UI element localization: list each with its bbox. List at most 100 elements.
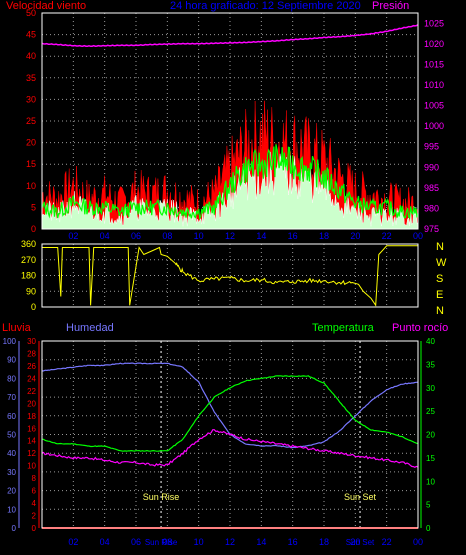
wind-speed-area — [41, 151, 419, 230]
graph-date-title: 24 hora graficado: 12 Septiembre 2020 — [170, 0, 361, 12]
temperature-tick-label: 35 — [426, 360, 435, 369]
y-right-tick-label: 1020 — [424, 39, 444, 49]
x-tick-label: 00 — [413, 231, 423, 241]
x-tick-label: 14 — [256, 537, 266, 547]
pressure-line — [41, 24, 419, 48]
y-right-tick-label: 995 — [424, 142, 439, 152]
rain-tick-label: 22 — [27, 387, 36, 396]
humidity-line — [41, 362, 419, 449]
temperature-title: Temperatura — [312, 322, 375, 334]
y-right-tick-label: 975 — [424, 224, 439, 234]
rain-tick-label: 30 — [27, 337, 36, 346]
y-left-tick-label: 50 — [26, 8, 36, 18]
y-left-tick-label: 0 — [31, 224, 36, 234]
rain-tick-label: 28 — [27, 349, 36, 358]
y-left-tick-label: 10 — [26, 181, 36, 191]
wind-pressure-panel: 0510152025303540455097598098599099510001… — [26, 8, 444, 241]
rain-tick-label: 20 — [27, 399, 36, 408]
y-left-tick-label: 35 — [26, 73, 36, 83]
x-tick-label: 02 — [68, 537, 78, 547]
rain-tick-label: 14 — [27, 437, 36, 446]
y-right-tick-label: 1005 — [424, 101, 444, 111]
x-tick-label: 06 — [131, 231, 141, 241]
rain-title: Lluvia — [2, 322, 32, 334]
x-tick-label: 02 — [68, 231, 78, 241]
dewpoint-line — [41, 429, 419, 468]
x-tick-label: 22 — [382, 537, 392, 547]
x-tick-label: 18 — [319, 231, 329, 241]
temperature-tick-label: 40 — [426, 337, 435, 346]
rain-tick-label: 6 — [32, 487, 37, 496]
sunset-tick-label: Sun Set — [346, 538, 375, 547]
sunset-label: Sun Set — [344, 492, 377, 502]
temperature-tick-label: 20 — [426, 431, 435, 440]
sunrise-tick-label: Sun Rise — [145, 538, 178, 547]
x-tick-label: 08 — [162, 231, 172, 241]
x-tick-label: 10 — [194, 231, 204, 241]
wind-speed-title: Velocidad viento — [6, 0, 86, 12]
rain-tick-label: 4 — [32, 499, 37, 508]
temperature-tick-label: 10 — [426, 477, 435, 486]
direction-letter-e: E — [436, 289, 443, 301]
x-tick-label: 08 — [162, 537, 172, 547]
y-left-tick-label: 15 — [26, 159, 36, 169]
y-left-tick-label: 45 — [26, 30, 36, 40]
humidity-panel-frame — [41, 340, 419, 529]
rain-tick-label: 8 — [32, 474, 37, 483]
temperature-tick-label: 15 — [426, 454, 435, 463]
y-left-tick-label: 30 — [26, 94, 36, 104]
y-left-tick-label: 5 — [31, 202, 36, 212]
wind-direction-line — [42, 245, 418, 307]
sunrise-label: Sun Rise — [143, 492, 180, 502]
humidity-tick-label: 0 — [12, 524, 17, 533]
x-tick-label: 12 — [225, 231, 235, 241]
direction-tick-label: 360 — [21, 239, 36, 249]
rain-tick-label: 12 — [27, 449, 36, 458]
y-right-tick-label: 1000 — [424, 121, 444, 131]
temperature-tick-label: 25 — [426, 407, 435, 416]
temperature-line — [41, 375, 419, 452]
x-tick-label: 00 — [413, 537, 423, 547]
y-right-tick-label: 985 — [424, 183, 439, 193]
wind-direction-panel: 360 270 180 90 0 — [21, 239, 419, 312]
x-tick-label: 12 — [225, 537, 235, 547]
x-tick-label: 22 — [382, 231, 392, 241]
dewpoint-title: Punto rocío — [392, 322, 448, 334]
direction-tick-label: 90 — [26, 286, 36, 296]
temperature-tick-label: 0 — [426, 524, 431, 533]
pressure-title: Presión — [372, 0, 409, 12]
x-tick-label: 20 — [350, 231, 360, 241]
wind-panel-frame — [41, 12, 419, 230]
humidity-tick-label: 10 — [7, 505, 16, 514]
y-right-tick-label: 1015 — [424, 59, 444, 69]
x-tick-label: 16 — [288, 231, 298, 241]
x-tick-label: 04 — [100, 537, 110, 547]
direction-letter-w: W — [436, 257, 447, 269]
rain-tick-label: 18 — [27, 412, 36, 421]
direction-panel-frame — [41, 243, 419, 308]
direction-letter-n-top: N — [436, 241, 444, 253]
x-tick-label: 18 — [319, 537, 329, 547]
x-tick-label: 04 — [100, 231, 110, 241]
humidity-tick-label: 100 — [3, 337, 17, 346]
rain-tick-label: 10 — [27, 462, 36, 471]
humidity-tick-label: 80 — [7, 374, 16, 383]
humidity-title: Humedad — [66, 322, 114, 334]
direction-tick-label: 180 — [21, 271, 36, 281]
humidity-temperature-panel: 0102030405060708090100024681012141618202… — [3, 337, 436, 547]
x-tick-label: 20 — [350, 537, 360, 547]
y-left-tick-label: 20 — [26, 138, 36, 148]
x-tick-label: 10 — [194, 537, 204, 547]
y-right-tick-label: 980 — [424, 203, 439, 213]
rain-tick-label: 26 — [27, 362, 36, 371]
y-left-tick-label: 25 — [26, 116, 36, 126]
x-tick-label: 14 — [256, 231, 266, 241]
y-right-tick-label: 1025 — [424, 18, 444, 28]
direction-letter-n-bottom: N — [436, 305, 444, 317]
rain-tick-label: 0 — [32, 524, 37, 533]
humidity-tick-label: 50 — [7, 431, 16, 440]
direction-tick-label: 270 — [21, 255, 36, 265]
humidity-tick-label: 90 — [7, 356, 16, 365]
humidity-tick-label: 70 — [7, 393, 16, 402]
